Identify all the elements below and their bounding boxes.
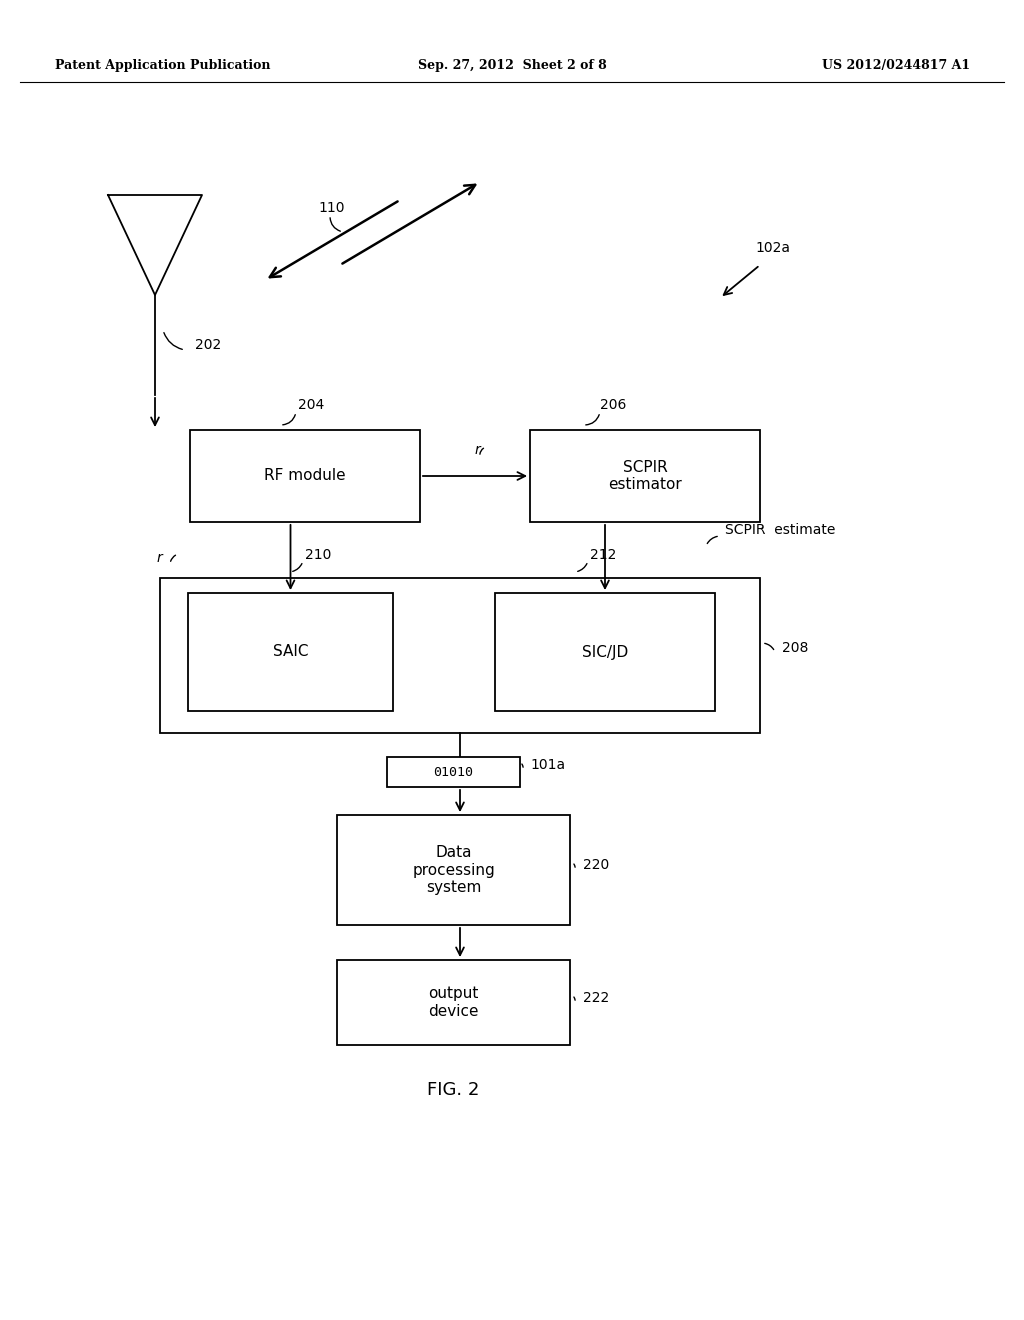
Text: Sep. 27, 2012  Sheet 2 of 8: Sep. 27, 2012 Sheet 2 of 8	[418, 58, 606, 71]
Text: 222: 222	[583, 991, 609, 1005]
Text: 212: 212	[590, 548, 616, 562]
Text: 01010: 01010	[433, 766, 473, 779]
Text: 210: 210	[305, 548, 332, 562]
Text: SIC/JD: SIC/JD	[582, 644, 628, 660]
Text: output
device: output device	[428, 986, 479, 1019]
Text: 220: 220	[583, 858, 609, 873]
Bar	[337, 960, 570, 1045]
Text: 206: 206	[600, 399, 627, 412]
Text: US 2012/0244817 A1: US 2012/0244817 A1	[822, 58, 970, 71]
Text: FIG. 2: FIG. 2	[427, 1081, 479, 1100]
Bar	[160, 578, 760, 733]
Text: 110: 110	[318, 201, 344, 215]
Text: Data
processing
system: Data processing system	[412, 845, 495, 895]
Text: 101a: 101a	[530, 758, 565, 772]
Text: r: r	[157, 550, 162, 565]
Text: Patent Application Publication: Patent Application Publication	[55, 58, 270, 71]
Bar	[188, 593, 393, 711]
Text: SCPIR
estimator: SCPIR estimator	[608, 459, 682, 492]
Text: SAIC: SAIC	[272, 644, 308, 660]
Text: RF module: RF module	[264, 469, 346, 483]
Text: 102a: 102a	[755, 242, 790, 255]
Text: 204: 204	[298, 399, 325, 412]
Bar	[190, 430, 420, 521]
Text: SCPIR  estimate: SCPIR estimate	[725, 523, 836, 537]
Bar	[337, 814, 570, 925]
Bar	[387, 756, 520, 787]
Text: r: r	[474, 444, 480, 457]
Text: 202: 202	[195, 338, 221, 352]
Bar	[530, 430, 760, 521]
Bar	[495, 593, 715, 711]
Text: 208: 208	[782, 642, 808, 655]
